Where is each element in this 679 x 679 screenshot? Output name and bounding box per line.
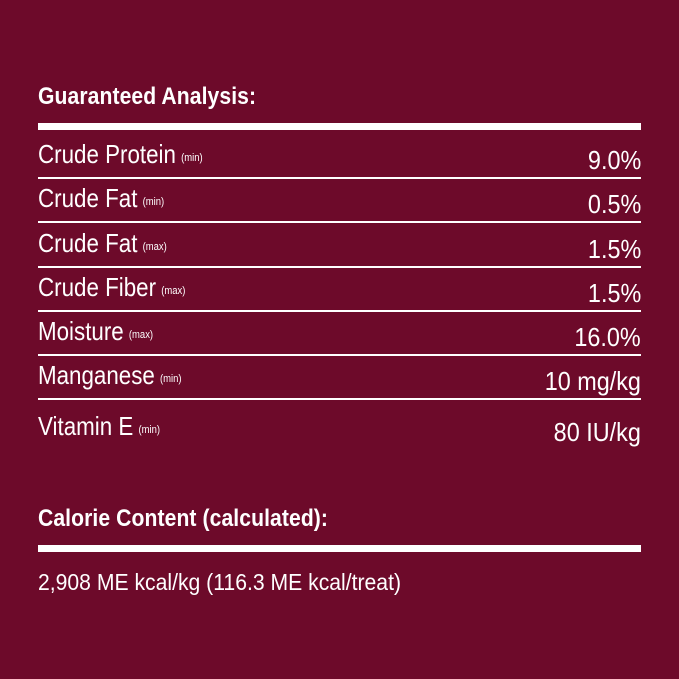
nutrient-value: 10 mg/kg [544,366,641,396]
analysis-row-manganese: Manganese (min) 10 mg/kg [38,356,641,400]
nutrient-qualifier: (min) [142,196,165,208]
row-divider [38,177,641,179]
guaranteed-analysis-divider [38,123,641,130]
analysis-row-crude-fat-min: Crude Fat (min) 0.5% [38,179,641,223]
row-divider [38,354,641,356]
nutrient-name: Crude Fat [38,228,138,258]
calorie-content-value: 2,908 ME kcal/kg (116.3 ME kcal/treat) [38,569,402,595]
row-divider [38,398,641,400]
nutrient-qualifier: (max) [142,241,167,253]
analysis-row-label: Vitamin E (min) [38,411,160,447]
calorie-content-heading: Calorie Content (calculated): [38,505,329,532]
analysis-row-vitamin-e: Vitamin E (min) 80 IU/kg [38,407,641,451]
row-divider [38,221,641,223]
nutrient-value: 1.5% [587,234,641,264]
nutrient-name: Crude Fat [38,183,138,213]
nutrient-qualifier: (max) [161,285,186,297]
analysis-row-label: Manganese (min) [38,360,182,396]
row-divider [38,266,641,268]
nutrient-qualifier: (max) [128,329,154,341]
nutrient-qualifier: (min) [138,424,160,436]
nutrient-value: 80 IU/kg [553,417,641,447]
calorie-content-divider [38,545,641,552]
analysis-row-crude-protein: Crude Protein (min) 9.0% [38,135,641,179]
analysis-row-crude-fiber: Crude Fiber (max) 1.5% [38,268,641,312]
analysis-row-label: Crude Fiber (max) [38,272,185,308]
nutrient-name: Crude Protein [38,139,176,169]
nutrient-value: 16.0% [574,322,641,352]
nutrient-qualifier: (min) [181,152,203,164]
nutrient-name: Manganese [38,360,155,390]
analysis-row-label: Moisture (max) [38,316,153,352]
nutrient-value: 1.5% [587,278,641,308]
analysis-row-label: Crude Fat (max) [38,228,167,264]
nutrient-name: Vitamin E [38,411,134,441]
nutrient-name: Moisture [38,316,124,346]
nutrient-value: 0.5% [587,189,641,219]
analysis-row-moisture: Moisture (max) 16.0% [38,312,641,356]
row-divider [38,310,641,312]
guaranteed-analysis-heading: Guaranteed Analysis: [38,83,257,110]
nutrient-name: Crude Fiber [38,272,157,302]
analysis-row-label: Crude Fat (min) [38,183,164,219]
nutrient-value: 9.0% [587,145,641,175]
nutrient-qualifier: (min) [160,373,182,385]
analysis-row-crude-fat-max: Crude Fat (max) 1.5% [38,224,641,268]
analysis-row-label: Crude Protein (min) [38,139,203,175]
